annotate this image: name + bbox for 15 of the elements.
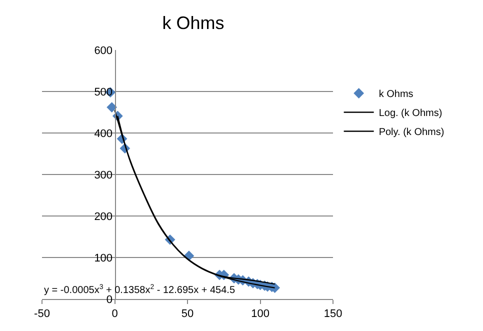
y-tick-label: 300 (94, 169, 113, 182)
annotation: y = -0.0005x$^{3}$ + 0.1358x$^{2}$ - 12.695x + 454.5 (44, 284, 236, 296)
x-tick-label: -50 (34, 308, 50, 320)
chart-title: k Ohms (162, 13, 224, 34)
y-tick-label: 200 (94, 210, 113, 223)
x-tick-label: 150 (324, 308, 342, 320)
y-tick-label: 400 (94, 128, 113, 140)
legend-label: k Ohms (378, 89, 414, 100)
legend-label: Log. (k Ohms) (378, 108, 442, 120)
legend-label: Poly. (k Ohms) (378, 127, 444, 138)
y-tick-label: 100 (94, 252, 113, 264)
x-tick-label: 50 (181, 308, 194, 320)
x-tick-label: 100 (251, 308, 270, 320)
y-tick-label: 0 (106, 294, 113, 306)
y-tick-label: 600 (94, 44, 113, 57)
